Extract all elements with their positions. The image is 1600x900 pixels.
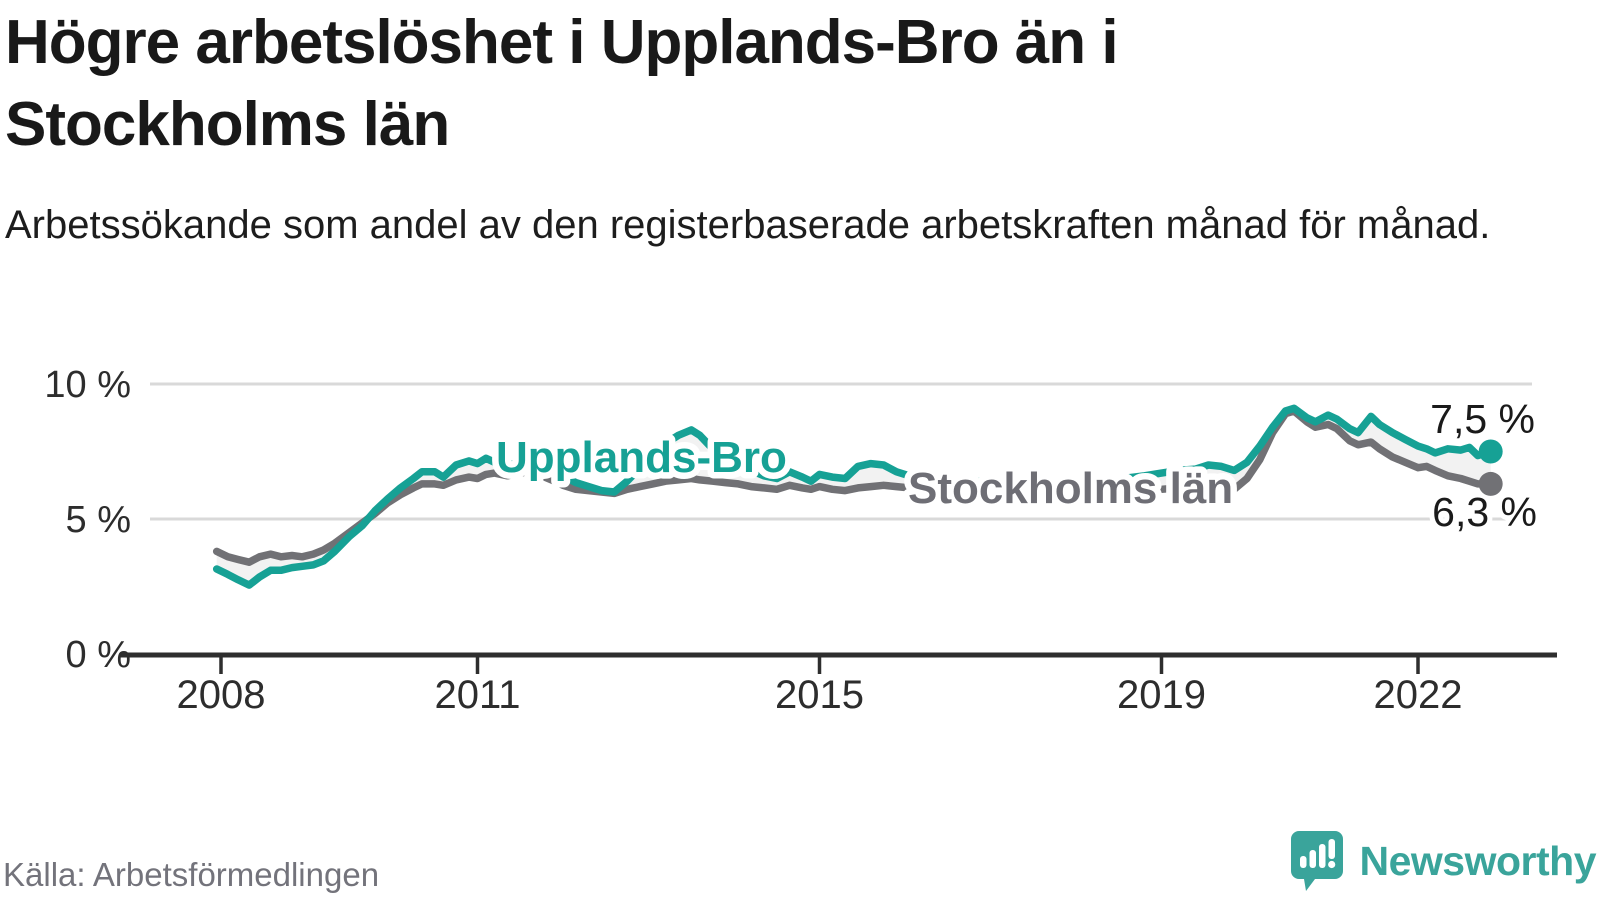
newsworthy-brand: Newsworthy [1290, 830, 1597, 892]
series-label-stockholms-lan: Stockholms län [908, 464, 1233, 513]
y-tick-label-10: 10 % [44, 364, 131, 406]
exclamation-bar [1328, 839, 1335, 859]
line-upplands-bro [212, 404, 1495, 589]
x-tick-label-2015: 2015 [775, 673, 864, 717]
newsworthy-logo-icon [1290, 831, 1343, 891]
bar-1 [1299, 856, 1306, 868]
end-dot-upplands-bro [1478, 439, 1503, 464]
x-tick-label-2011: 2011 [434, 673, 520, 717]
speech-bubble-shape [1290, 831, 1343, 891]
series-label-upplands-bro: Upplands-Bro [496, 433, 787, 482]
bar-2 [1309, 850, 1316, 868]
page-title-line1: Högre arbetslöshet i Upplands-Bro än i [5, 8, 1119, 77]
bar-3 [1318, 844, 1325, 868]
end-dot-stockholms-lan [1478, 471, 1503, 496]
y-tick-label-0: 0 % [66, 634, 131, 676]
source-attribution: Källa: Arbetsförmedlingen [3, 856, 380, 893]
chart-subtitle: Arbetssökande som andel av den registerb… [5, 203, 1491, 247]
x-tick-label-2008: 2008 [177, 673, 266, 717]
brand-name: Newsworthy [1359, 837, 1597, 884]
x-tick-label-2022: 2022 [1374, 673, 1463, 717]
page-title-line2: Stockholms län [5, 89, 450, 159]
x-axis-ticks: 2008 2011 2015 2019 2022 [177, 657, 1463, 717]
end-value-label-upplands-bro: 7,5 % [1430, 396, 1535, 442]
gridlines [150, 382, 1532, 521]
y-axis-labels: 0 % 5 % 10 % [44, 364, 131, 676]
end-value-label-stockholms-lan: 6,3 % [1432, 489, 1537, 535]
page-title: Högre arbetslöshet i Upplands-Bro än i S… [5, 2, 1485, 166]
x-tick-label-2019: 2019 [1117, 673, 1206, 717]
area-between-lines [216, 408, 1491, 586]
y-tick-label-5: 5 % [66, 499, 131, 541]
line-stockholms-lan [212, 407, 1495, 566]
exclamation-dot [1327, 860, 1335, 869]
